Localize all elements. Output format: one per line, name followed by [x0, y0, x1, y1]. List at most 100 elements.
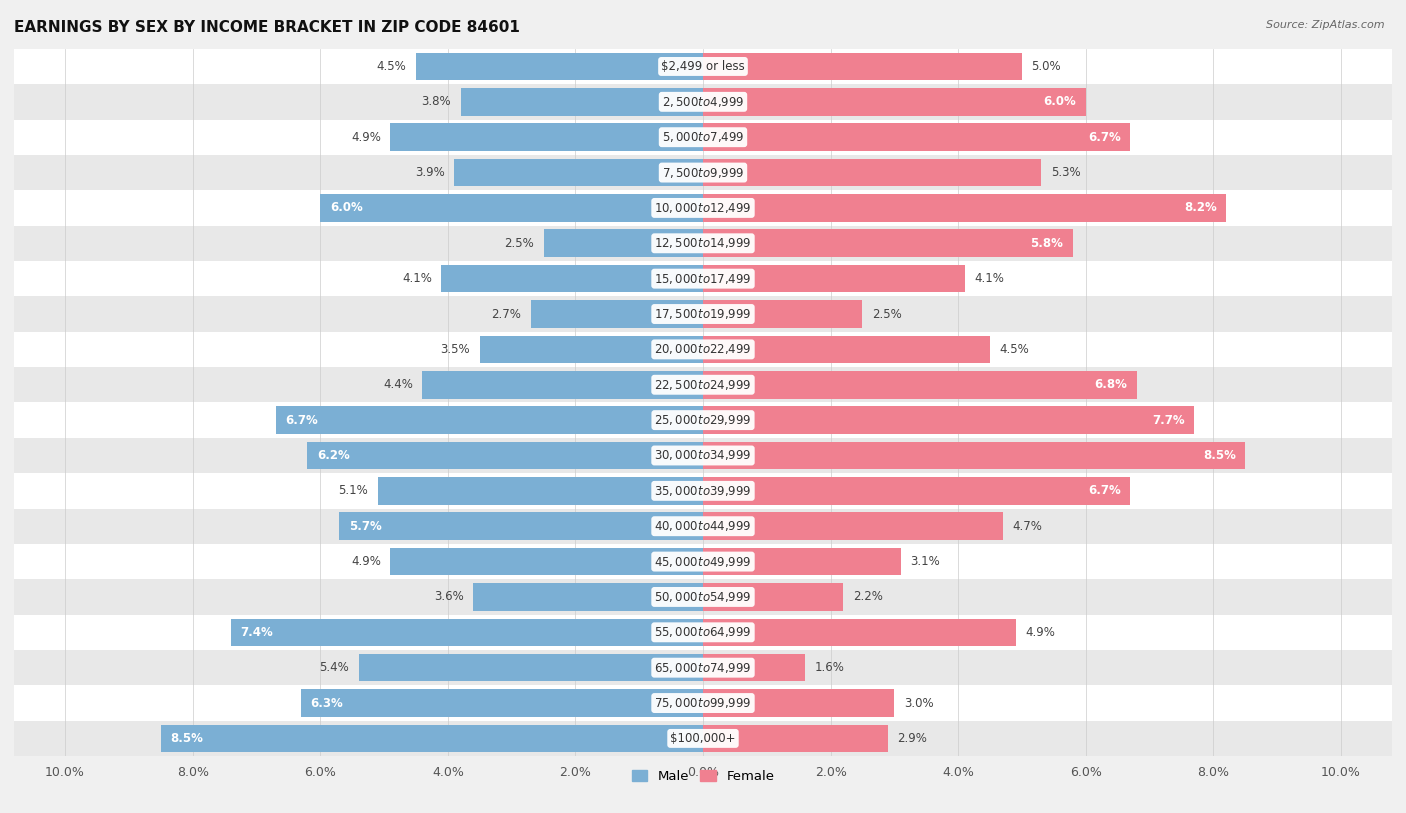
Bar: [703, 300, 862, 328]
Bar: [461, 88, 703, 115]
Text: $100,000+: $100,000+: [671, 732, 735, 745]
Text: $22,500 to $24,999: $22,500 to $24,999: [654, 378, 752, 392]
Text: 7.4%: 7.4%: [240, 626, 273, 639]
Text: 5.3%: 5.3%: [1050, 166, 1080, 179]
Bar: [378, 477, 703, 505]
Text: $25,000 to $29,999: $25,000 to $29,999: [654, 413, 752, 427]
Text: 6.3%: 6.3%: [311, 697, 343, 710]
Bar: [391, 548, 703, 576]
Bar: [0, 332, 1406, 367]
Text: $15,000 to $17,499: $15,000 to $17,499: [654, 272, 752, 285]
Text: 3.8%: 3.8%: [422, 95, 451, 108]
Bar: [703, 194, 1226, 222]
Bar: [454, 159, 703, 186]
Text: 6.7%: 6.7%: [1088, 485, 1121, 498]
Bar: [479, 336, 703, 363]
Bar: [703, 124, 1130, 151]
Bar: [391, 124, 703, 151]
Text: 6.8%: 6.8%: [1094, 378, 1128, 391]
Text: 4.1%: 4.1%: [974, 272, 1004, 285]
Bar: [703, 724, 889, 752]
Text: 2.7%: 2.7%: [491, 307, 522, 320]
Text: 5.7%: 5.7%: [349, 520, 381, 533]
Text: 5.8%: 5.8%: [1031, 237, 1063, 250]
Text: 3.5%: 3.5%: [440, 343, 470, 356]
Text: $65,000 to $74,999: $65,000 to $74,999: [654, 661, 752, 675]
Text: $35,000 to $39,999: $35,000 to $39,999: [654, 484, 752, 498]
Text: 2.9%: 2.9%: [897, 732, 928, 745]
Text: $2,500 to $4,999: $2,500 to $4,999: [662, 95, 744, 109]
Text: 5.4%: 5.4%: [319, 661, 349, 674]
Bar: [0, 402, 1406, 437]
Text: 4.4%: 4.4%: [382, 378, 413, 391]
Bar: [0, 226, 1406, 261]
Text: 1.6%: 1.6%: [814, 661, 845, 674]
Bar: [416, 53, 703, 80]
Bar: [276, 406, 703, 434]
Text: EARNINGS BY SEX BY INCOME BRACKET IN ZIP CODE 84601: EARNINGS BY SEX BY INCOME BRACKET IN ZIP…: [14, 20, 520, 35]
Bar: [0, 720, 1406, 756]
Legend: Male, Female: Male, Female: [626, 765, 780, 789]
Bar: [308, 441, 703, 469]
Text: Source: ZipAtlas.com: Source: ZipAtlas.com: [1267, 20, 1385, 30]
Bar: [544, 229, 703, 257]
Bar: [703, 548, 901, 576]
Text: 2.5%: 2.5%: [872, 307, 901, 320]
Bar: [703, 159, 1040, 186]
Bar: [0, 437, 1406, 473]
Text: $10,000 to $12,499: $10,000 to $12,499: [654, 201, 752, 215]
Text: 4.9%: 4.9%: [352, 555, 381, 568]
Text: $17,500 to $19,999: $17,500 to $19,999: [654, 307, 752, 321]
Text: 2.2%: 2.2%: [853, 590, 883, 603]
Bar: [703, 689, 894, 717]
Text: 2.5%: 2.5%: [505, 237, 534, 250]
Bar: [0, 650, 1406, 685]
Bar: [474, 583, 703, 611]
Text: 8.5%: 8.5%: [170, 732, 204, 745]
Text: 4.7%: 4.7%: [1012, 520, 1042, 533]
Text: $12,500 to $14,999: $12,500 to $14,999: [654, 237, 752, 250]
Bar: [0, 297, 1406, 332]
Text: 5.0%: 5.0%: [1032, 60, 1062, 73]
Bar: [703, 619, 1015, 646]
Text: $45,000 to $49,999: $45,000 to $49,999: [654, 554, 752, 568]
Bar: [0, 85, 1406, 120]
Bar: [0, 155, 1406, 190]
Text: 6.0%: 6.0%: [330, 202, 363, 215]
Bar: [703, 88, 1085, 115]
Text: $55,000 to $64,999: $55,000 to $64,999: [654, 625, 752, 639]
Bar: [703, 583, 844, 611]
Bar: [339, 512, 703, 540]
Bar: [231, 619, 703, 646]
Text: 4.9%: 4.9%: [1025, 626, 1054, 639]
Bar: [321, 194, 703, 222]
Text: 8.5%: 8.5%: [1202, 449, 1236, 462]
Bar: [0, 367, 1406, 402]
Text: $40,000 to $44,999: $40,000 to $44,999: [654, 520, 752, 533]
Text: $50,000 to $54,999: $50,000 to $54,999: [654, 590, 752, 604]
Bar: [422, 371, 703, 398]
Bar: [0, 579, 1406, 615]
Bar: [703, 336, 990, 363]
Bar: [0, 261, 1406, 297]
Text: $2,499 or less: $2,499 or less: [661, 60, 745, 73]
Text: 6.7%: 6.7%: [285, 414, 318, 427]
Text: 4.9%: 4.9%: [352, 131, 381, 144]
Text: $75,000 to $99,999: $75,000 to $99,999: [654, 696, 752, 710]
Text: $7,500 to $9,999: $7,500 to $9,999: [662, 166, 744, 180]
Bar: [703, 654, 806, 681]
Text: 8.2%: 8.2%: [1184, 202, 1216, 215]
Bar: [703, 371, 1137, 398]
Bar: [703, 229, 1073, 257]
Bar: [359, 654, 703, 681]
Bar: [0, 615, 1406, 650]
Bar: [301, 689, 703, 717]
Bar: [0, 685, 1406, 720]
Bar: [160, 724, 703, 752]
Text: 4.5%: 4.5%: [1000, 343, 1029, 356]
Text: $20,000 to $22,499: $20,000 to $22,499: [654, 342, 752, 356]
Bar: [531, 300, 703, 328]
Text: $30,000 to $34,999: $30,000 to $34,999: [654, 449, 752, 463]
Bar: [0, 49, 1406, 85]
Text: $5,000 to $7,499: $5,000 to $7,499: [662, 130, 744, 144]
